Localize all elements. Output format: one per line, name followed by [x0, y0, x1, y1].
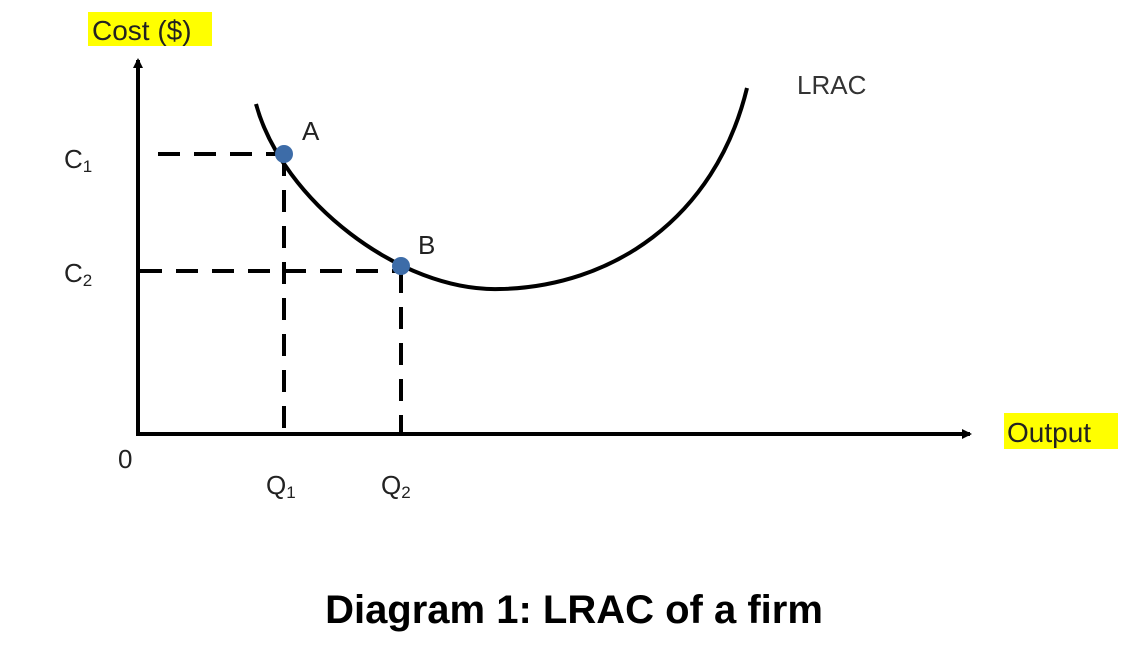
point-b-marker [392, 257, 410, 275]
y-tick-c1-base: C [64, 144, 83, 174]
x-tick-q2-sub: 2 [401, 483, 410, 502]
y-axis-title: Cost ($) [92, 15, 192, 46]
y-tick-c2-base: C [64, 258, 83, 288]
y-tick-c2: C2 [64, 258, 92, 290]
point-b-label: B [418, 230, 435, 260]
x-tick-q2-base: Q [381, 470, 401, 500]
origin-label: 0 [118, 444, 132, 474]
x-tick-q1-base: Q [266, 470, 286, 500]
y-tick-c2-sub: 2 [83, 271, 92, 290]
lrac-curve [254, 87, 749, 292]
y-axis-title-highlight [88, 12, 212, 46]
point-a-marker [275, 145, 293, 163]
point-a-label: A [302, 116, 320, 146]
x-tick-q1-sub: 1 [286, 483, 295, 502]
x-tick-q2: Q2 [381, 470, 411, 502]
curve-label: LRAC [797, 70, 866, 100]
diagram-caption: Diagram 1: LRAC of a firm [325, 588, 823, 632]
y-tick-c1: C1 [64, 144, 92, 176]
y-tick-c1-sub: 1 [83, 157, 92, 176]
x-axis-title-highlight [1004, 413, 1118, 449]
x-axis-title: Output [1007, 417, 1091, 448]
x-tick-q1: Q1 [266, 470, 296, 502]
